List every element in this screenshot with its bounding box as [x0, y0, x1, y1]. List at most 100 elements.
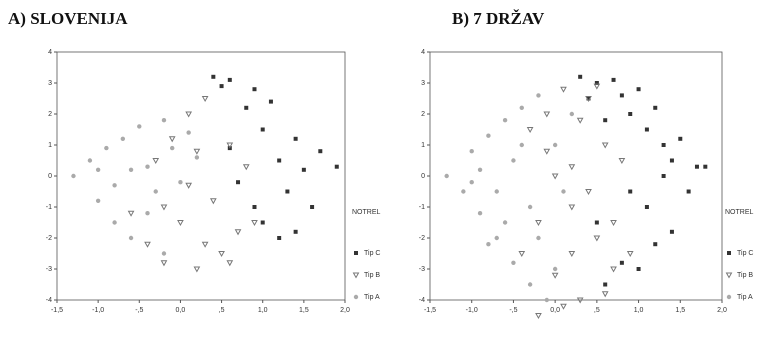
marker-circle [87, 158, 93, 163]
marker-triangle [601, 142, 609, 149]
y-tick-label: -2 [46, 235, 52, 242]
x-tick-label: 0,0 [550, 307, 560, 314]
marker-square [661, 174, 666, 178]
marker-triangle [568, 164, 576, 171]
marker-triangle [152, 158, 160, 165]
y-tick-label: 3 [421, 80, 425, 87]
marker-square [586, 96, 591, 101]
marker-circle [137, 124, 142, 129]
marker-triangle [144, 241, 151, 248]
marker-square [678, 136, 683, 141]
x-tick-label: 1,5 [299, 307, 309, 314]
y-tick-label: 2 [421, 111, 425, 118]
y-tick-label: -4 [419, 297, 425, 304]
marker-circle [536, 235, 541, 241]
marker-circle [519, 105, 524, 111]
marker-triangle [568, 204, 576, 211]
marker-triangle [551, 173, 559, 180]
marker-square [669, 229, 674, 234]
marker-triangle [193, 148, 201, 155]
plot-frame [429, 51, 723, 301]
y-tick-label: 4 [48, 49, 52, 56]
marker-circle [145, 211, 150, 216]
marker-triangle [568, 251, 576, 258]
marker-triangle [234, 229, 242, 236]
marker-circle [527, 204, 533, 210]
marker-square [611, 77, 616, 82]
marker-square [244, 105, 249, 110]
marker-circle [444, 173, 449, 179]
marker-square [694, 164, 699, 169]
marker-square [277, 158, 282, 163]
marker-square [227, 77, 232, 82]
marker-circle [477, 167, 483, 172]
marker-square [318, 149, 323, 154]
marker-square [260, 220, 265, 225]
legend-label: Tip C [737, 250, 753, 257]
chart-title: B) 7 DRŽAV [452, 9, 545, 28]
marker-circle [552, 142, 558, 148]
marker-circle [569, 111, 575, 117]
marker-triangle [177, 220, 184, 227]
x-tick-label: ,5 [594, 307, 600, 314]
marker-circle [95, 167, 101, 172]
marker-circle [194, 155, 200, 160]
marker-circle [186, 130, 191, 135]
marker-triangle [160, 204, 168, 211]
marker-square [603, 118, 608, 123]
y-tick-label: 0 [421, 173, 425, 180]
marker-square [260, 127, 265, 132]
marker-triangle [610, 220, 617, 227]
marker-circle [561, 189, 566, 194]
legend-label: Tip A [737, 294, 753, 301]
marker-square [293, 229, 298, 234]
marker-square [211, 74, 216, 79]
marker-triangle [618, 158, 626, 165]
marker-circle [95, 198, 101, 203]
y-tick-label: -4 [46, 297, 52, 304]
marker-triangle [127, 210, 135, 217]
marker-circle [71, 173, 76, 179]
marker-circle [511, 158, 516, 163]
marker-circle [128, 235, 134, 241]
marker-triangle [551, 272, 559, 279]
marker-square [236, 180, 241, 185]
legend-title: NOTREL [352, 209, 381, 216]
marker-circle [112, 183, 117, 188]
marker-triangle [543, 111, 551, 118]
marker-circle [170, 145, 175, 151]
x-tick-label: 1,0 [634, 307, 644, 314]
legend-title: NOTREL [725, 209, 754, 216]
marker-circle [536, 93, 541, 98]
marker-square [219, 84, 224, 89]
marker-square [644, 205, 649, 209]
marker-circle [511, 260, 516, 265]
marker-circle [353, 294, 359, 300]
y-tick-label: -1 [419, 204, 425, 211]
marker-circle [461, 189, 466, 194]
y-tick-label: 1 [48, 142, 52, 149]
plot-frame [56, 51, 346, 301]
legend-label: Tip B [364, 272, 380, 279]
marker-square [619, 93, 624, 98]
marker-circle [161, 251, 167, 256]
marker-triangle [218, 251, 225, 258]
marker-triangle [535, 220, 542, 227]
marker-triangle [610, 266, 617, 273]
marker-triangle [626, 251, 634, 258]
x-tick-label: -1,5 [51, 307, 63, 314]
marker-triangle [352, 272, 360, 279]
marker-circle [128, 167, 134, 172]
marker-triangle [160, 260, 168, 267]
marker-square [310, 205, 315, 209]
marker-circle [161, 118, 167, 123]
marker-triangle [725, 272, 733, 279]
marker-triangle [593, 235, 601, 242]
x-tick-label: 0,0 [176, 307, 186, 314]
marker-circle [104, 145, 109, 151]
marker-circle [527, 282, 533, 287]
x-tick-label: -,5 [135, 307, 143, 314]
marker-square [334, 164, 339, 169]
legend-label: Tip A [364, 294, 380, 301]
marker-triangle [601, 291, 609, 298]
